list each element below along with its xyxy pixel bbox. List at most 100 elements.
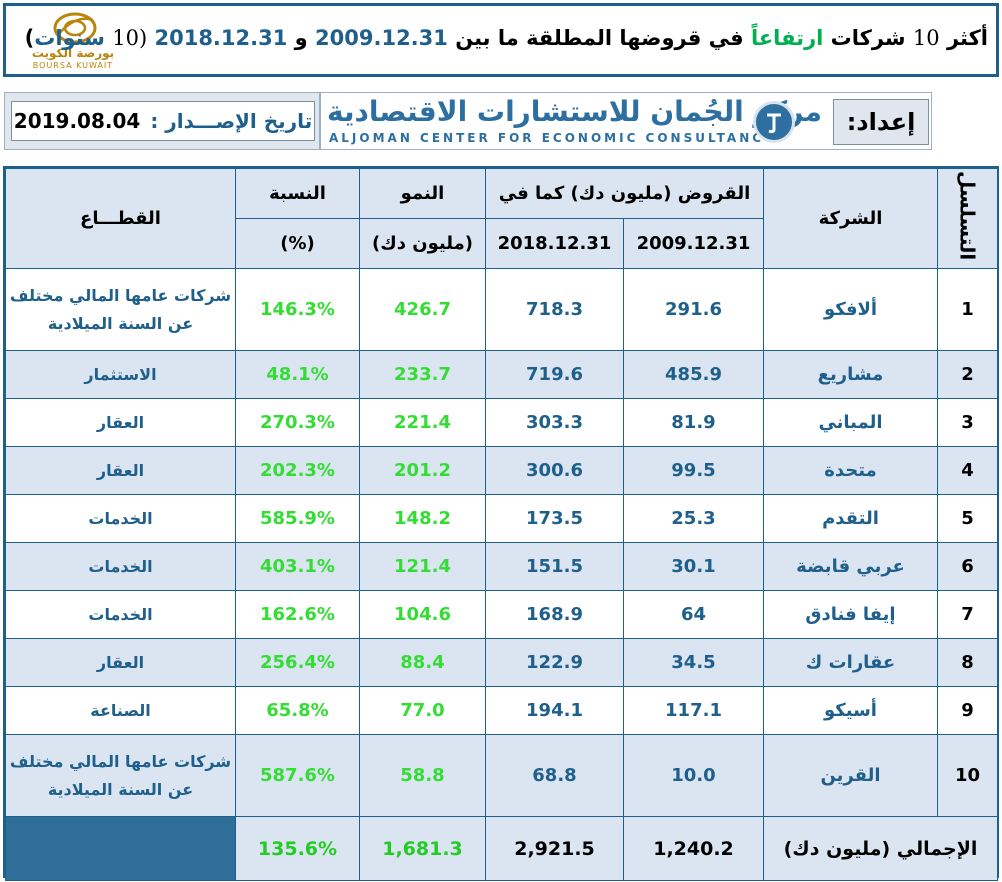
cell-growth: 58.8 xyxy=(359,734,486,817)
title-num-top: 10 xyxy=(912,26,940,50)
cell-company: عربي قابضة xyxy=(763,542,938,591)
cell-serial: 6 xyxy=(937,542,998,591)
cell-loans-2018: 151.5 xyxy=(485,542,624,591)
cell-ratio: 65.8% xyxy=(235,686,360,735)
issue-date-value: 2019.08.04 xyxy=(13,109,141,133)
table-row: 6 عربي قابضة 30.1 151.5 121.4 403.1% الخ… xyxy=(5,542,998,591)
title-part2: شركات xyxy=(830,26,906,50)
cell-growth: 77.0 xyxy=(359,686,486,735)
header-loans: القروض (مليون دك) كما في xyxy=(485,168,764,219)
prepared-by-label: إعداد: xyxy=(833,99,929,145)
cell-ratio: 146.3% xyxy=(235,268,360,351)
cell-loans-2009: 81.9 xyxy=(623,398,764,447)
cell-growth: 426.7 xyxy=(359,268,486,351)
cell-sector: الصناعة xyxy=(5,686,236,735)
title-years-close: ) xyxy=(24,26,35,50)
cell-loans-2009: 25.3 xyxy=(623,494,764,543)
cell-serial: 3 xyxy=(937,398,998,447)
cell-sector-line2: عن السنة الميلادية xyxy=(47,779,194,799)
header-ratio: النسبة xyxy=(235,168,360,219)
loans-table-wrapper: التسلسل الشركة القروض (مليون دك) كما في … xyxy=(3,166,999,881)
table-row: 3 المباني 81.9 303.3 221.4 270.3% العقار xyxy=(5,398,998,447)
header-serial: التسلسل xyxy=(937,168,998,269)
cell-loans-2009: 10.0 xyxy=(623,734,764,817)
issue-date-label: تاريخ الإصـــدار : xyxy=(150,109,313,133)
cell-serial: 10 xyxy=(937,734,998,817)
cell-sector: العقار xyxy=(5,398,236,447)
loans-table: التسلسل الشركة القروض (مليون دك) كما في … xyxy=(5,168,998,881)
cell-company: التقدم xyxy=(763,494,938,543)
total-loans-2009: 1,240.2 xyxy=(623,816,764,881)
cell-loans-2009: 99.5 xyxy=(623,446,764,495)
cell-loans-2009: 117.1 xyxy=(623,686,764,735)
cell-loans-2018: 122.9 xyxy=(485,638,624,687)
cell-serial: 2 xyxy=(937,350,998,399)
cell-ratio: 585.9% xyxy=(235,494,360,543)
cell-ratio: 587.6% xyxy=(235,734,360,817)
header-ratio-unit: (%) xyxy=(235,218,360,269)
page-title: أكثر 10 شركات ارتفاعاً في قروضها المطلقة… xyxy=(25,26,988,50)
cell-company: إيفا فنادق xyxy=(763,590,938,639)
cell-company: مشاريع xyxy=(763,350,938,399)
cell-growth: 121.4 xyxy=(359,542,486,591)
header-growth-unit: (مليون دك) xyxy=(359,218,486,269)
total-row: الإجمالي (مليون دك) 1,240.2 2,921.5 1,68… xyxy=(5,816,998,881)
cell-sector: شركات عامها المالي مختلف عن السنة الميلاد… xyxy=(5,734,236,817)
total-loans-2018: 2,921.5 xyxy=(485,816,624,881)
issue-date-inner: 2019.08.04 تاريخ الإصـــدار : xyxy=(11,101,315,141)
title-banner: بورصة الكويت BOURSA KUWAIT أكثر 10 شركات… xyxy=(3,3,999,77)
title-years-word: سنوات xyxy=(34,26,105,50)
cell-loans-2009: 34.5 xyxy=(623,638,764,687)
cell-growth: 88.4 xyxy=(359,638,486,687)
header-company: الشركة xyxy=(763,168,938,269)
cell-loans-2009: 64 xyxy=(623,590,764,639)
cell-ratio: 403.1% xyxy=(235,542,360,591)
cell-loans-2018: 68.8 xyxy=(485,734,624,817)
table-row: 4 متحدة 99.5 300.6 201.2 202.3% العقار xyxy=(5,446,998,495)
table-row: 5 التقدم 25.3 173.5 148.2 585.9% الخدمات xyxy=(5,494,998,543)
cell-loans-2009: 291.6 xyxy=(623,268,764,351)
cell-sector: الخدمات xyxy=(5,542,236,591)
cell-serial: 7 xyxy=(937,590,998,639)
cell-serial: 4 xyxy=(937,446,998,495)
cell-company: المباني xyxy=(763,398,938,447)
logo-english-text: BOURSA KUWAIT xyxy=(32,61,114,70)
total-sector-cell xyxy=(5,816,236,881)
cell-ratio: 162.6% xyxy=(235,590,360,639)
aljoman-english-name: ALJOMAN CENTER FOR ECONOMIC CONSULTANCY xyxy=(329,131,776,145)
cell-growth: 148.2 xyxy=(359,494,486,543)
cell-company: متحدة xyxy=(763,446,938,495)
cell-serial: 5 xyxy=(937,494,998,543)
table-row: 1 ألافكو 291.6 718.3 426.7 146.3% شركات … xyxy=(5,268,998,351)
table-row: 2 مشاريع 485.9 719.6 233.7 48.1% الاستثم… xyxy=(5,350,998,399)
title-years-open: (10 xyxy=(112,26,148,50)
title-date-to: 2018.12.31 xyxy=(154,26,288,50)
cell-company: عقارات ك xyxy=(763,638,938,687)
total-growth: 1,681.3 xyxy=(359,816,486,881)
cell-ratio: 256.4% xyxy=(235,638,360,687)
aljoman-arabic-name: مركز الجُمان للاستشارات الاقتصادية xyxy=(327,95,822,128)
logo-arabic-text: بورصة الكويت xyxy=(31,46,115,60)
table-row: 8 عقارات ك 34.5 122.9 88.4 256.4% العقار xyxy=(5,638,998,687)
header-date-2009: 2009.12.31 xyxy=(623,218,764,269)
boursa-kuwait-logo: بورصة الكويت BOURSA KUWAIT xyxy=(10,10,140,72)
issue-date-box: 2019.08.04 تاريخ الإصـــدار : xyxy=(4,92,320,150)
cell-growth: 201.2 xyxy=(359,446,486,495)
cell-loans-2018: 303.3 xyxy=(485,398,624,447)
cell-sector-line1: شركات عامها المالي مختلف xyxy=(9,286,232,306)
cell-loans-2018: 300.6 xyxy=(485,446,624,495)
cell-serial: 8 xyxy=(937,638,998,687)
cell-sector: شركات عامها المالي مختلف عن السنة الميلاد… xyxy=(5,268,236,351)
total-label: الإجمالي (مليون دك) xyxy=(763,816,998,881)
cell-serial: 1 xyxy=(937,268,998,351)
aljoman-logo-icon xyxy=(753,101,795,143)
cell-sector-line1: شركات عامها المالي مختلف xyxy=(9,752,232,772)
boursa-logo-icon xyxy=(53,12,97,44)
cell-loans-2018: 168.9 xyxy=(485,590,624,639)
cell-sector: الاستثمار xyxy=(5,350,236,399)
cell-company: القرين xyxy=(763,734,938,817)
cell-loans-2009: 30.1 xyxy=(623,542,764,591)
cell-loans-2018: 718.3 xyxy=(485,268,624,351)
cell-ratio: 270.3% xyxy=(235,398,360,447)
cell-sector-line2: عن السنة الميلادية xyxy=(47,313,194,333)
